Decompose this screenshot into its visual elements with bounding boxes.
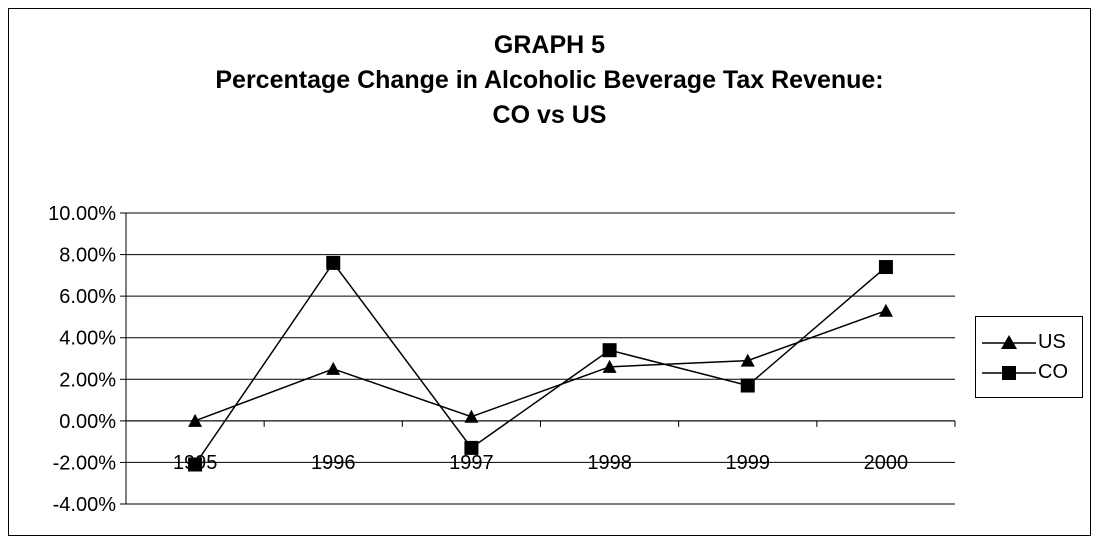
- series-line-us: [194, 309, 887, 422]
- data-point-us: [326, 361, 341, 375]
- data-point-us: [464, 409, 479, 423]
- chart-title-line-3: CO vs US: [492, 101, 607, 129]
- data-point-us: [602, 359, 617, 373]
- legend-label-co: CO: [1038, 361, 1068, 383]
- x-axis: 199519961997199819992000: [125, 420, 956, 474]
- x-tick-label: 1997: [449, 452, 494, 474]
- y-tick-label: 2.00%: [59, 369, 116, 391]
- x-tick-label: 1996: [311, 452, 356, 474]
- data-point-co: [188, 457, 203, 472]
- y-tick-label: -2.00%: [53, 452, 117, 474]
- legend: US CO: [975, 316, 1083, 398]
- y-tick-label: 4.00%: [59, 328, 116, 350]
- y-axis: -4.00% -2.00% 0.00% 2.00% 4.00% 6.00% 8.00% 10.…: [48, 203, 127, 516]
- x-tick-label: 1998: [587, 452, 632, 474]
- data-point-co: [740, 378, 755, 393]
- chart-title: GRAPH 5 Percentage Change in Alcoholic B…: [8, 28, 1091, 133]
- y-tick-label: 8.00%: [59, 245, 116, 267]
- series-line-co: [194, 261, 887, 465]
- y-tick-label: 0.00%: [59, 411, 116, 433]
- gridlines: [126, 212, 955, 505]
- x-tick-label: 1999: [726, 452, 771, 474]
- data-point-co: [878, 260, 893, 275]
- data-point-us: [188, 413, 203, 427]
- data-point-co: [602, 343, 617, 358]
- chart-frame: [8, 8, 1091, 536]
- legend-label-us: US: [1038, 331, 1066, 353]
- data-point-co: [326, 255, 341, 270]
- data-point-us: [878, 303, 893, 317]
- x-tick-label: 2000: [864, 452, 909, 474]
- legend-co-marker-icon: [982, 366, 1036, 380]
- data-point-us: [740, 353, 755, 367]
- legend-us-marker-icon: [982, 335, 1036, 349]
- chart-title-line-2: Percentage Change in Alcoholic Beverage …: [215, 66, 884, 94]
- chart-title-line-1: GRAPH 5: [493, 31, 606, 59]
- y-tick-label: 6.00%: [59, 286, 116, 308]
- series-group: [188, 255, 893, 472]
- y-tick-label: -4.00%: [53, 494, 117, 516]
- legend-item-co: CO: [976, 358, 1082, 388]
- y-tick-label: 10.00%: [48, 203, 116, 225]
- legend-item-us: US: [976, 328, 1082, 358]
- data-point-co: [464, 440, 479, 455]
